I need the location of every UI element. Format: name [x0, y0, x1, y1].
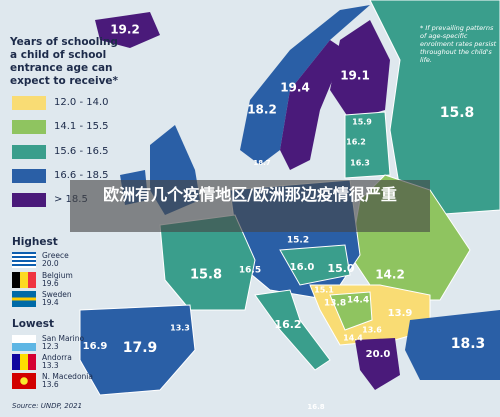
flag [12, 291, 36, 307]
map-label: 15.9 [352, 118, 372, 127]
map-label: 17.9 [123, 340, 158, 356]
highest-title: Highest [12, 236, 58, 248]
legend-swatch [12, 169, 46, 183]
footnote: * If prevailing patterns of age-specific… [420, 24, 497, 64]
map-label: 16.2 [274, 318, 301, 331]
map-label: 13.9 [388, 308, 413, 319]
map-label: 19.1 [340, 69, 370, 83]
map-label: 20.0 [366, 349, 391, 360]
flag [12, 252, 36, 268]
lowest-country: Andorra 13.3 [42, 353, 72, 370]
map-label: 18.3 [451, 336, 486, 352]
map-label: 15.8 [190, 268, 222, 283]
highest-country: Sweden 19.4 [42, 290, 72, 307]
legend-swatch [12, 96, 46, 110]
map-label: 18.2 [247, 103, 277, 117]
legend-item: 14.1 - 15.5 [54, 121, 109, 132]
map-label: 13.3 [170, 324, 190, 333]
legend-swatch [12, 193, 46, 207]
map-label: 13.8 [324, 299, 346, 309]
legend-swatch [12, 120, 46, 134]
source: Source: UNDP, 2021 [12, 402, 83, 410]
map-label: 16.2 [346, 138, 366, 147]
map-label: 19.2 [110, 23, 140, 37]
map-label: 15.2 [287, 236, 309, 246]
map-label: 16.9 [83, 341, 108, 352]
map-label: 14.2 [375, 268, 405, 282]
legend-item: 15.6 - 16.5 [54, 146, 109, 157]
map-label: 16.0 [290, 262, 315, 273]
map-labels: 19.2 18.219.4 19.1 15.8 15.9 16.2 16.3 18.7 15.2… [83, 23, 486, 412]
legend-item: 12.0 - 14.0 [54, 97, 109, 108]
flag [12, 354, 36, 370]
map-label: 15.8 [440, 105, 475, 121]
caption-overlay: 欧洲有几个疫情地区/欧洲那边疫情很严重 [70, 180, 430, 232]
map-label: 14.4 [347, 296, 369, 306]
highest-country: Greece 20.0 [42, 251, 69, 268]
map-label: 16.3 [350, 159, 370, 168]
legend-swatch [12, 145, 46, 159]
map-label: 18.7 [253, 159, 270, 167]
flag [12, 335, 36, 351]
map-label: 15.0 [327, 262, 354, 275]
map-label: 16.5 [239, 266, 261, 276]
lowest-title: Lowest [12, 318, 54, 330]
map-label: 19.4 [280, 81, 310, 95]
lowest-country: N. Macedonia 13.6 [42, 372, 93, 389]
map-label: 16.8 [307, 403, 324, 411]
lowest-country: San Marino 12.3 [42, 334, 85, 351]
map-label: 15.1 [314, 286, 334, 295]
flag [12, 373, 36, 389]
map-label: 13.6 [362, 326, 382, 335]
highest-country: Belgium 19.6 [42, 271, 73, 288]
flag [12, 272, 36, 288]
map-label: 14.4 [343, 334, 363, 343]
legend-item: 16.6 - 18.5 [54, 170, 109, 181]
legend-title: Years of schooling a child of school ent… [10, 36, 119, 87]
